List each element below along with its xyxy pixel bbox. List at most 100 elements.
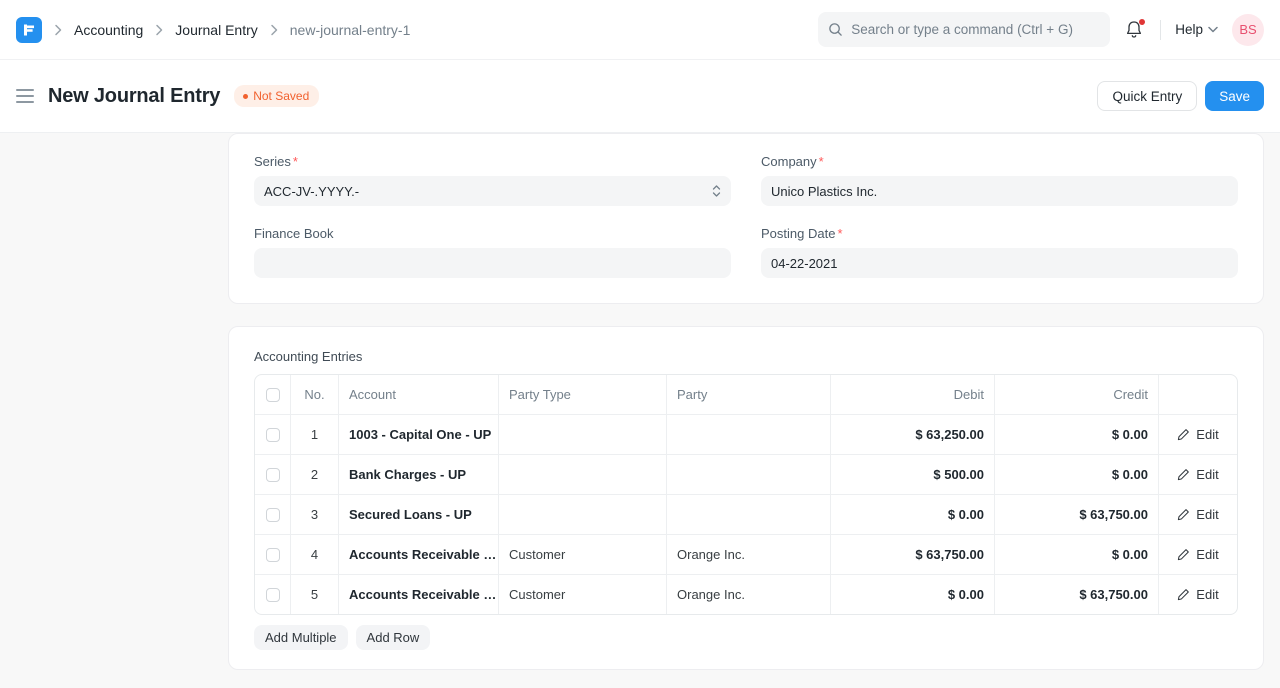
column-party-type: Party Type xyxy=(499,375,667,414)
finance-book-label: Finance Book xyxy=(254,226,334,241)
account-cell[interactable]: Accounts Receivable … xyxy=(339,575,499,614)
credit-cell[interactable]: $ 0.00 xyxy=(995,415,1159,454)
table-row: 5 Accounts Receivable … Customer Orange … xyxy=(255,575,1237,614)
column-party: Party xyxy=(667,375,831,414)
navbar-divider xyxy=(1160,19,1162,40)
row-checkbox[interactable] xyxy=(265,467,280,482)
posting-date-input[interactable] xyxy=(761,248,1238,278)
party-cell[interactable] xyxy=(667,495,831,534)
column-credit: Credit xyxy=(995,375,1159,414)
status-badge-label: Not Saved xyxy=(253,89,310,103)
status-dot-icon xyxy=(243,93,249,99)
table-row: 4 Accounts Receivable … Customer Orange … xyxy=(255,535,1237,575)
details-section: Series* ACC-JV-.YYYY.- Company* Finance … xyxy=(228,133,1264,304)
debit-cell[interactable]: $ 63,750.00 xyxy=(831,535,995,574)
account-cell[interactable]: Accounts Receivable … xyxy=(339,535,499,574)
column-debit: Debit xyxy=(831,375,995,414)
party-cell[interactable] xyxy=(667,415,831,454)
series-label: Series * xyxy=(254,154,298,169)
chevron-right-icon xyxy=(153,24,165,36)
debit-cell[interactable]: $ 0.00 xyxy=(831,495,995,534)
accounting-entries-label: Accounting Entries xyxy=(254,349,363,364)
app-logo[interactable] xyxy=(16,16,42,43)
sidebar-toggle-icon[interactable] xyxy=(16,85,34,107)
company-input[interactable] xyxy=(761,176,1238,206)
help-menu[interactable]: Help xyxy=(1175,22,1218,37)
account-cell[interactable]: Secured Loans - UP xyxy=(339,495,499,534)
edit-row-button[interactable]: Edit xyxy=(1177,587,1219,602)
chevron-right-icon xyxy=(268,24,280,36)
finance-book-input[interactable] xyxy=(254,248,731,278)
party-cell[interactable] xyxy=(667,455,831,494)
breadcrumb-accounting[interactable]: Accounting xyxy=(74,21,144,38)
bell-icon xyxy=(1124,19,1146,40)
page-header: New Journal Entry Not Saved Quick Entry … xyxy=(0,60,1280,133)
quick-entry-button[interactable]: Quick Entry xyxy=(1097,81,1198,111)
party-type-cell[interactable]: Customer xyxy=(499,535,667,574)
account-cell[interactable]: Bank Charges - UP xyxy=(339,455,499,494)
column-no: No. xyxy=(291,375,339,414)
pencil-icon xyxy=(1177,588,1190,601)
credit-cell[interactable]: $ 0.00 xyxy=(995,455,1159,494)
top-navbar: Accounting Journal Entry new-journal-ent… xyxy=(0,0,1280,60)
accounting-entries-section: Accounting Entries No. Account Party Typ… xyxy=(228,326,1264,670)
company-field: Company * xyxy=(761,154,1238,206)
table-row: 3 Secured Loans - UP $ 0.00 $ 63,750.00 … xyxy=(255,495,1237,535)
select-all-checkbox[interactable] xyxy=(265,387,280,402)
company-label: Company * xyxy=(761,154,824,169)
party-type-cell[interactable] xyxy=(499,455,667,494)
credit-cell[interactable]: $ 0.00 xyxy=(995,535,1159,574)
edit-row-button[interactable]: Edit xyxy=(1177,467,1219,482)
party-type-cell[interactable]: Customer xyxy=(499,575,667,614)
debit-cell[interactable]: $ 63,250.00 xyxy=(831,415,995,454)
series-value: ACC-JV-.YYYY.- xyxy=(264,183,360,199)
edit-row-button[interactable]: Edit xyxy=(1177,507,1219,522)
select-chevrons-icon xyxy=(712,184,721,198)
series-field: Series * ACC-JV-.YYYY.- xyxy=(254,154,731,206)
table-header-row: No. Account Party Type Party Debit Credi… xyxy=(255,375,1237,415)
pencil-icon xyxy=(1177,428,1190,441)
edit-row-button[interactable]: Edit xyxy=(1177,547,1219,562)
global-search xyxy=(818,12,1111,47)
pencil-icon xyxy=(1177,548,1190,561)
row-checkbox[interactable] xyxy=(265,507,280,522)
navbar-actions: Help BS xyxy=(818,12,1264,47)
credit-cell[interactable]: $ 63,750.00 xyxy=(995,495,1159,534)
party-cell[interactable]: Orange Inc. xyxy=(667,575,831,614)
edit-row-button[interactable]: Edit xyxy=(1177,427,1219,442)
notification-dot xyxy=(1139,18,1146,25)
breadcrumb: Accounting Journal Entry new-journal-ent… xyxy=(16,16,410,43)
debit-cell[interactable]: $ 500.00 xyxy=(831,455,995,494)
notifications-button[interactable] xyxy=(1124,18,1146,41)
add-row-button[interactable]: Add Row xyxy=(355,625,431,650)
search-input[interactable] xyxy=(851,22,1101,37)
chevron-down-icon xyxy=(1208,26,1218,33)
table-row: 1 1003 - Capital One - UP $ 63,250.00 $ … xyxy=(255,415,1237,455)
add-multiple-button[interactable]: Add Multiple xyxy=(254,625,348,650)
party-cell[interactable]: Orange Inc. xyxy=(667,535,831,574)
user-avatar[interactable]: BS xyxy=(1232,13,1264,46)
form-body: Series* ACC-JV-.YYYY.- Company* Finance … xyxy=(0,133,1280,688)
row-checkbox[interactable] xyxy=(265,547,280,562)
row-checkbox[interactable] xyxy=(265,587,280,602)
party-type-cell[interactable] xyxy=(499,495,667,534)
column-account: Account xyxy=(339,375,499,414)
row-number: 1 xyxy=(291,415,339,454)
breadcrumb-journal-entry[interactable]: Journal Entry xyxy=(175,21,258,38)
posting-date-label: Posting Date * xyxy=(761,226,843,241)
row-number: 3 xyxy=(291,495,339,534)
party-type-cell[interactable] xyxy=(499,415,667,454)
series-select[interactable]: ACC-JV-.YYYY.- xyxy=(254,176,731,206)
save-button[interactable]: Save xyxy=(1205,81,1264,111)
accounting-entries-table: No. Account Party Type Party Debit Credi… xyxy=(254,374,1238,615)
credit-cell[interactable]: $ 63,750.00 xyxy=(995,575,1159,614)
account-cell[interactable]: 1003 - Capital One - UP xyxy=(339,415,499,454)
page-title: New Journal Entry xyxy=(48,84,221,107)
debit-cell[interactable]: $ 0.00 xyxy=(831,575,995,614)
required-marker: * xyxy=(818,154,824,169)
row-checkbox[interactable] xyxy=(265,427,280,442)
row-number: 2 xyxy=(291,455,339,494)
required-marker: * xyxy=(292,154,298,169)
row-number: 4 xyxy=(291,535,339,574)
row-number: 5 xyxy=(291,575,339,614)
